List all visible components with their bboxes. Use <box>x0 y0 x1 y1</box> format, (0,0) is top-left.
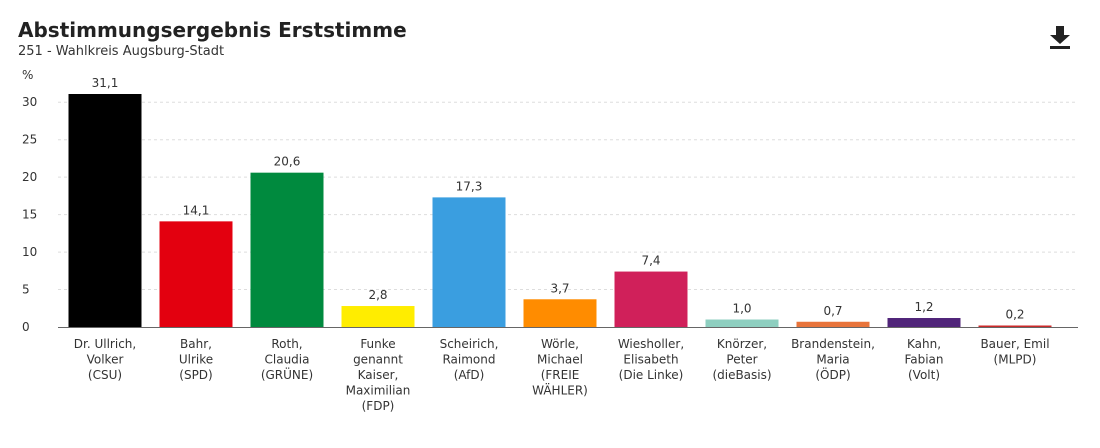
category-label: Funke genannt Kaiser, Maximilian (FDP) <box>346 337 411 413</box>
bars <box>68 94 1052 327</box>
y-tick-label: 5 <box>22 283 30 297</box>
y-axis-unit: % <box>22 68 33 82</box>
chart-subtitle: 251 - Wahlkreis Augsburg-Stadt <box>18 44 225 59</box>
value-label: 20,6 <box>274 155 301 169</box>
category-label: Bahr, Ulrike (SPD) <box>179 337 213 382</box>
value-label: 7,4 <box>641 254 660 268</box>
bar <box>523 299 597 327</box>
category-label: Bauer, Emil (MLPD) <box>980 337 1049 367</box>
category-label: Roth, Claudia (GRÜNE) <box>261 337 313 382</box>
category-label: Brandenstein, Maria (ÖDP) <box>791 337 875 382</box>
category-label: Kahn, Fabian (Volt) <box>904 337 943 382</box>
category-label: Wiesholler, Elisabeth (Die Linke) <box>618 337 684 382</box>
value-label: 3,7 <box>550 281 569 295</box>
value-label: 2,8 <box>368 288 387 302</box>
y-tick-label: 30 <box>22 95 37 109</box>
y-tick-label: 20 <box>22 170 37 184</box>
category-label: Dr. Ullrich, Volker (CSU) <box>74 337 136 382</box>
y-axis-ticks: 0 5 10 15 20 25 30 <box>22 95 37 334</box>
value-label: 14,1 <box>183 203 210 217</box>
bar <box>796 321 870 327</box>
y-tick-label: 25 <box>22 133 37 147</box>
bar <box>159 221 233 327</box>
value-label: 31,1 <box>92 76 119 90</box>
y-tick-label: 15 <box>22 208 37 222</box>
category-label: Scheirich, Raimond (AfD) <box>440 337 499 382</box>
category-labels: Dr. Ullrich, Volker (CSU) Bahr, Ulrike (SPD) R… <box>74 337 1050 413</box>
y-tick-label: 10 <box>22 245 37 259</box>
value-labels: 31,1 14,1 20,6 2,8 17,3 3,7 7,4 1,0 0,7 1,2 0,2 <box>92 76 1025 322</box>
bar <box>614 271 688 327</box>
y-tick-label: 0 <box>22 320 30 334</box>
value-label: 17,3 <box>456 179 483 193</box>
download-icon[interactable] <box>1046 24 1074 50</box>
value-label: 1,2 <box>914 300 933 314</box>
bar <box>705 319 779 327</box>
bar <box>432 197 506 327</box>
bar <box>341 306 415 327</box>
value-label: 0,7 <box>823 304 842 318</box>
category-label: Wörle, Michael (FREIE WÄHLER) <box>532 337 588 398</box>
category-label: Knörzer, Peter (dieBasis) <box>712 337 771 382</box>
bar <box>68 94 142 327</box>
bar <box>887 318 961 327</box>
value-label: 0,2 <box>1005 308 1024 322</box>
bar <box>250 172 324 327</box>
chart-title: Abstimmungsergebnis Erststimme <box>18 18 407 42</box>
value-label: 1,0 <box>732 302 751 316</box>
bar <box>978 325 1052 327</box>
